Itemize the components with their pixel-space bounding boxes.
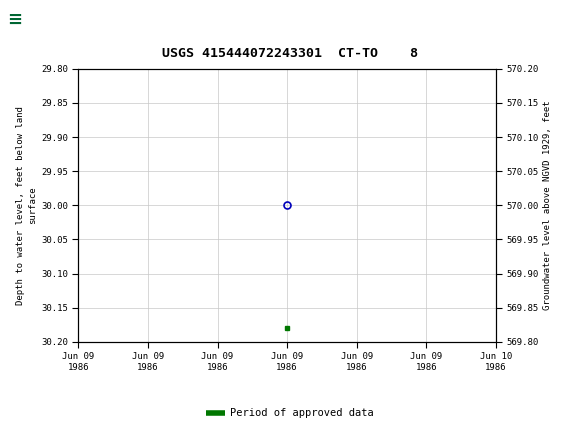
Legend: Period of approved data: Period of approved data [202, 404, 378, 423]
Y-axis label: Groundwater level above NGVD 1929, feet: Groundwater level above NGVD 1929, feet [543, 101, 552, 310]
Bar [5, 5, 51, 35]
Y-axis label: Depth to water level, feet below land
surface: Depth to water level, feet below land su… [16, 106, 37, 305]
Text: ≡: ≡ [7, 11, 22, 29]
Text: USGS 415444072243301  CT-TO    8: USGS 415444072243301 CT-TO 8 [162, 47, 418, 60]
Text: USGS: USGS [32, 12, 79, 28]
